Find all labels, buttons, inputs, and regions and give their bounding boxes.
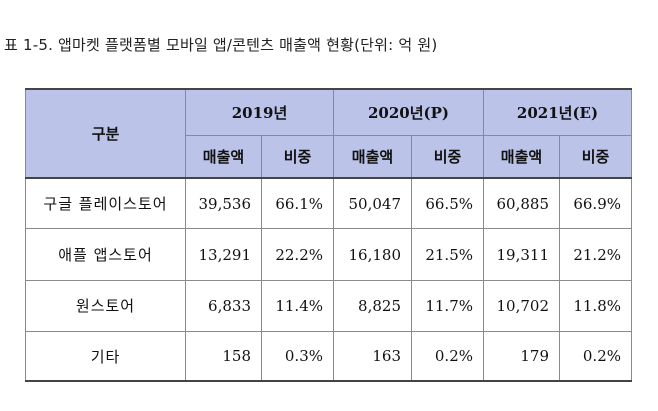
year-header: 2019년 — [185, 87, 334, 136]
header-row-metrics: 매출액 비중 매출액 비중 매출액 비중 — [26, 134, 632, 179]
cell-share: 0.2% — [411, 331, 484, 383]
cell-sales: 50,047 — [333, 176, 412, 230]
row-label: 원스토어 — [25, 279, 186, 333]
sub-header: 매출액 — [483, 134, 560, 179]
corner-header: 구분 — [25, 88, 186, 179]
year-header: 2021년(E) — [483, 87, 632, 136]
row-label: 애플 앱스토어 — [25, 228, 186, 281]
cell-sales: 10,702 — [483, 279, 560, 333]
sub-header: 비중 — [261, 134, 334, 179]
cell-sales: 163 — [333, 331, 412, 383]
row-label: 기타 — [25, 331, 186, 383]
cell-share: 11.7% — [411, 279, 484, 333]
table-row: 기타 158 0.3% 163 0.2% 179 0.2% — [25, 331, 632, 383]
year-header: 2020년(P) — [333, 87, 484, 136]
cell-share: 22.2% — [261, 228, 334, 281]
cell-share: 0.2% — [559, 331, 632, 383]
cell-sales: 19,311 — [483, 228, 560, 281]
cell-sales: 6,833 — [185, 279, 262, 333]
cell-share: 11.4% — [261, 279, 334, 333]
cell-sales: 158 — [185, 331, 262, 383]
cell-share: 66.1% — [261, 176, 334, 230]
table-row: 애플 앱스토어 13,291 22.2% 16,180 21.5% 19,311… — [25, 228, 632, 281]
cell-share: 21.5% — [411, 228, 484, 281]
sub-header: 비중 — [411, 134, 484, 179]
cell-share: 0.3% — [261, 331, 334, 383]
row-label: 구글 플레이스토어 — [25, 176, 186, 230]
table-row: 원스토어 6,833 11.4% 8,825 11.7% 10,702 11.8… — [25, 279, 632, 333]
cell-sales: 179 — [483, 331, 560, 383]
sub-header: 매출액 — [333, 134, 412, 179]
cell-sales: 13,291 — [185, 228, 262, 281]
cell-share: 66.9% — [559, 176, 632, 230]
table-caption: 표 1-5. 앱마켓 플랫폼별 모바일 앱/콘텐츠 매출액 현황(단위: 억 원… — [4, 36, 438, 54]
cell-sales: 16,180 — [333, 228, 412, 281]
cell-share: 11.8% — [559, 279, 632, 333]
cell-share: 21.2% — [559, 228, 632, 281]
sales-table: 구분 2019년 2020년(P) 2021년(E) 매출액 비중 매출액 비중… — [25, 87, 632, 383]
cell-sales: 39,536 — [185, 176, 262, 230]
table-row: 구글 플레이스토어 39,536 66.1% 50,047 66.5% 60,8… — [25, 176, 632, 230]
sub-header: 매출액 — [185, 134, 262, 179]
header-row-years: 구분 2019년 2020년(P) 2021년(E) — [25, 87, 632, 179]
cell-sales: 8,825 — [333, 279, 412, 333]
cell-share: 66.5% — [411, 176, 484, 230]
cell-sales: 60,885 — [483, 176, 560, 230]
sub-header: 비중 — [559, 134, 632, 179]
